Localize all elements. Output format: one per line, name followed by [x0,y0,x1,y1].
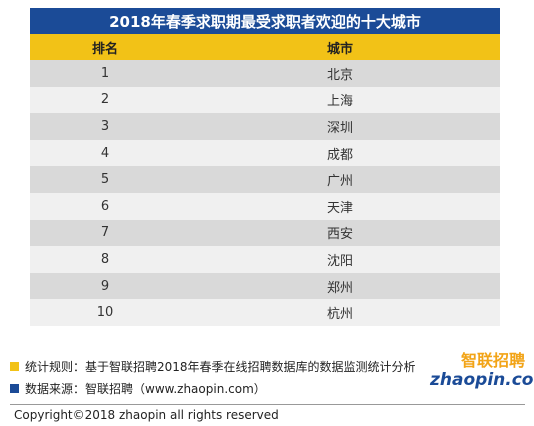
city-cell: 成都 [326,147,353,163]
logo-en-text: zhaopin.com [430,370,534,390]
table-row: 10 杭州 [30,299,500,326]
footer-divider [10,404,525,405]
table-title: 2018年春季求职期最受求职者欢迎的十大城市 [30,8,500,34]
yellow-square-icon [10,362,19,371]
rank-cell: 4 [100,145,110,161]
rank-cell: 1 [100,65,110,81]
rank-cell: 3 [100,118,110,134]
zhaopin-logo: 智联招聘 zhaopin.com [430,351,534,394]
table-row: 9 郑州 [30,272,500,300]
table-row: 6 天津 [30,192,500,220]
table-row: 1 北京 [30,60,500,87]
table-row: 5 广州 [30,166,500,193]
city-cell: 沈阳 [326,253,353,269]
city-cell: 郑州 [326,280,353,296]
note-source-text: 数据来源：智联招聘（www.zhaopin.com） [25,382,266,396]
city-cell: 西安 [326,227,353,243]
rank-cell: 5 [100,172,110,188]
rank-cell: 9 [100,278,110,294]
table-row: 3 深圳 [30,113,500,140]
city-cell: 广州 [326,174,353,190]
note-rule: 统计规则：基于智联招聘2018年春季在线招聘数据库的数据监测统计分析 [10,358,416,375]
rank-cell: 7 [100,225,110,241]
city-cell: 北京 [326,67,353,83]
header-rank: 排名 [91,41,118,57]
rank-cell: 2 [100,92,110,108]
table-row: 2 上海 [30,86,500,114]
rank-cell: 8 [100,251,110,267]
header-city: 城市 [326,41,353,57]
table-header: 排名 城市 [30,34,500,60]
rank-cell: 6 [100,198,110,214]
table-row: 7 西安 [30,219,500,247]
city-cell: 深圳 [326,120,353,136]
rank-cell: 10 [96,305,114,321]
city-cell: 天津 [326,200,353,216]
note-source: 数据来源：智联招聘（www.zhaopin.com） [10,380,266,397]
table-row: 4 成都 [30,139,500,167]
note-rule-text: 统计规则：基于智联招聘2018年春季在线招聘数据库的数据监测统计分析 [25,360,416,374]
blue-square-icon [10,384,19,393]
table-row: 8 沈阳 [30,246,500,273]
city-cell: 上海 [326,94,353,110]
city-cell: 杭州 [326,307,353,323]
logo-cn-text: 智联招聘 [460,351,525,370]
table-body: 1 北京 2 上海 3 深圳 4 成都 5 广州 6 天津 7 西安 8 沈阳 … [30,60,500,326]
copyright-text: Copyright©2018 zhaopin all rights reserv… [14,408,279,422]
